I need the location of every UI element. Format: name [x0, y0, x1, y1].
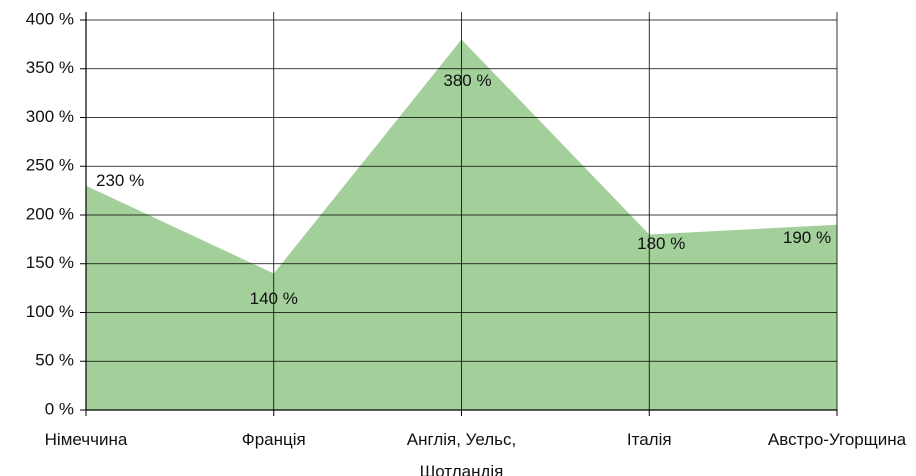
value-label: 230 % — [96, 171, 144, 190]
value-label: 140 % — [250, 289, 298, 308]
x-tick-label: Німеччина — [44, 430, 128, 449]
y-tick-label: 100 % — [26, 302, 74, 321]
value-label: 190 % — [783, 228, 831, 247]
x-tick-label: Австро-Угорщина — [767, 430, 907, 449]
x-tick-label: Англія, Уельс, Шотландія — [406, 430, 517, 476]
y-tick-label: 150 % — [26, 253, 74, 272]
value-label: 180 % — [637, 234, 685, 253]
y-tick-label: 0 % — [45, 399, 74, 418]
y-tick-label: 300 % — [26, 107, 74, 126]
x-tick-label: Франція — [241, 430, 306, 449]
y-tick-label: 400 % — [26, 9, 74, 28]
value-label: 380 % — [443, 71, 491, 90]
y-tick-label: 350 % — [26, 58, 74, 77]
x-tick-label: Італія — [626, 430, 672, 449]
y-tick-label: 200 % — [26, 204, 74, 223]
y-tick-label: 250 % — [26, 156, 74, 175]
y-tick-label: 50 % — [35, 351, 74, 370]
